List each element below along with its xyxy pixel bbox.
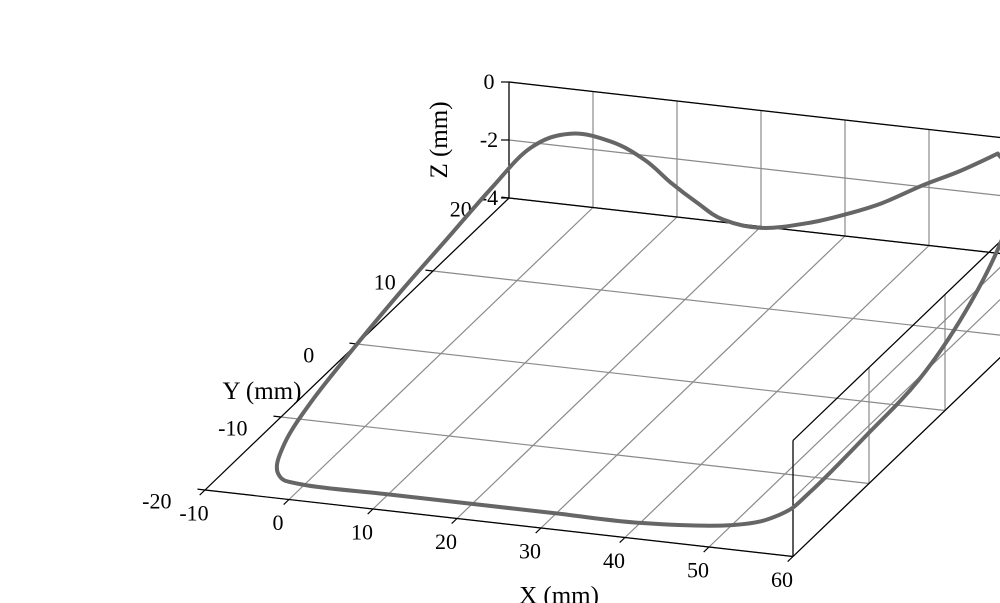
svg-text:Z (mm): Z (mm) (426, 101, 453, 178)
svg-text:0: 0 (273, 510, 284, 535)
svg-text:20: 20 (450, 197, 472, 222)
trajectory-curve (277, 134, 1000, 526)
svg-text:60: 60 (771, 567, 793, 592)
svg-text:X (mm): X (mm) (519, 582, 599, 603)
svg-text:-20: -20 (142, 489, 171, 514)
svg-text:Y (mm): Y (mm) (223, 378, 302, 405)
3d-line-chart: -100102030405060-20-1001020-4-20X (mm)Y … (0, 0, 1000, 603)
svg-text:-10: -10 (179, 500, 208, 525)
svg-text:-10: -10 (218, 416, 247, 441)
svg-text:10: 10 (374, 270, 396, 295)
svg-text:-2: -2 (480, 127, 498, 152)
svg-text:50: 50 (687, 557, 709, 582)
svg-text:0: 0 (484, 69, 495, 94)
svg-text:20: 20 (435, 529, 457, 554)
svg-text:10: 10 (351, 519, 373, 544)
svg-text:30: 30 (519, 538, 541, 563)
svg-text:40: 40 (603, 548, 625, 573)
svg-text:0: 0 (303, 343, 314, 368)
